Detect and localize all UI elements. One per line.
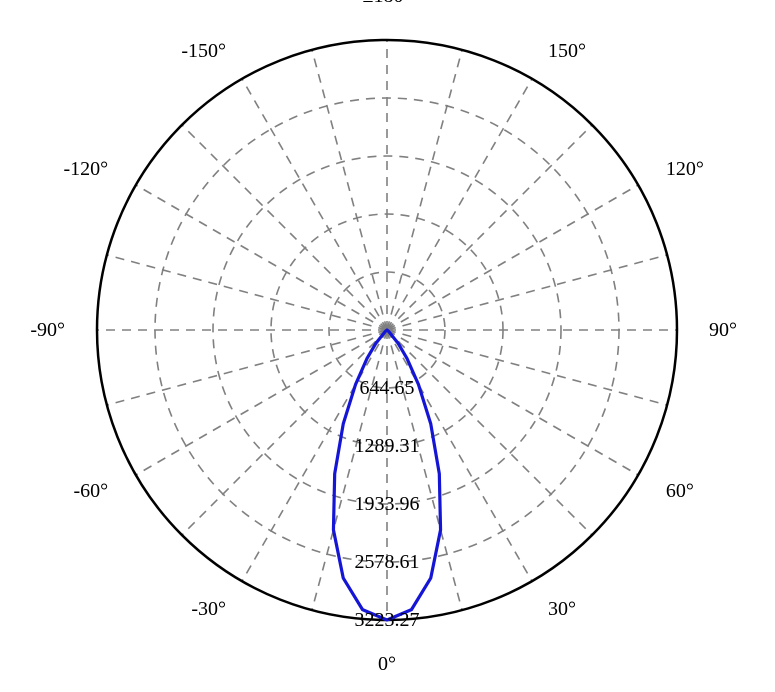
radial-tick-label: 3223.27 <box>355 609 420 631</box>
angle-tick-label: ±180° <box>363 0 412 7</box>
angle-tick-label: 60° <box>666 480 694 502</box>
radial-tick-label: 1933.96 <box>355 493 420 515</box>
polar-chart: 644.65 1289.31 1933.96 2578.61 3223.27 ±180° -… <box>0 0 775 692</box>
angle-spoke <box>107 255 387 330</box>
angle-tick-label: 90° <box>709 319 737 341</box>
angle-spoke <box>387 79 532 330</box>
angle-tick-label: -30° <box>191 598 226 620</box>
angle-tick-label: -60° <box>73 480 108 502</box>
angle-spoke <box>182 125 387 330</box>
angle-tick-label: -90° <box>30 319 65 341</box>
angle-labels: ±180° -150° -120° -90° -60° -30° 0° 30° 60° 90° 12… <box>30 0 737 675</box>
angle-spoke <box>387 330 667 405</box>
angle-tick-label: 0° <box>378 653 396 675</box>
angle-spoke <box>242 79 387 330</box>
angle-spoke <box>312 50 387 330</box>
radial-tick-label: 2578.61 <box>355 551 420 573</box>
angle-tick-label: 120° <box>666 158 704 180</box>
angle-tick-label: -120° <box>63 158 108 180</box>
angle-spoke <box>107 330 387 405</box>
radial-tick-label: 1289.31 <box>355 435 420 457</box>
angle-spoke <box>387 125 592 330</box>
angle-spoke <box>387 50 462 330</box>
angle-spoke <box>387 255 667 330</box>
angle-tick-label: 30° <box>548 598 576 620</box>
angle-spoke <box>136 185 387 330</box>
angle-tick-label: 150° <box>548 40 586 62</box>
angle-spoke <box>387 185 638 330</box>
radial-tick-label: 644.65 <box>360 377 415 399</box>
angle-tick-label: -150° <box>181 40 226 62</box>
